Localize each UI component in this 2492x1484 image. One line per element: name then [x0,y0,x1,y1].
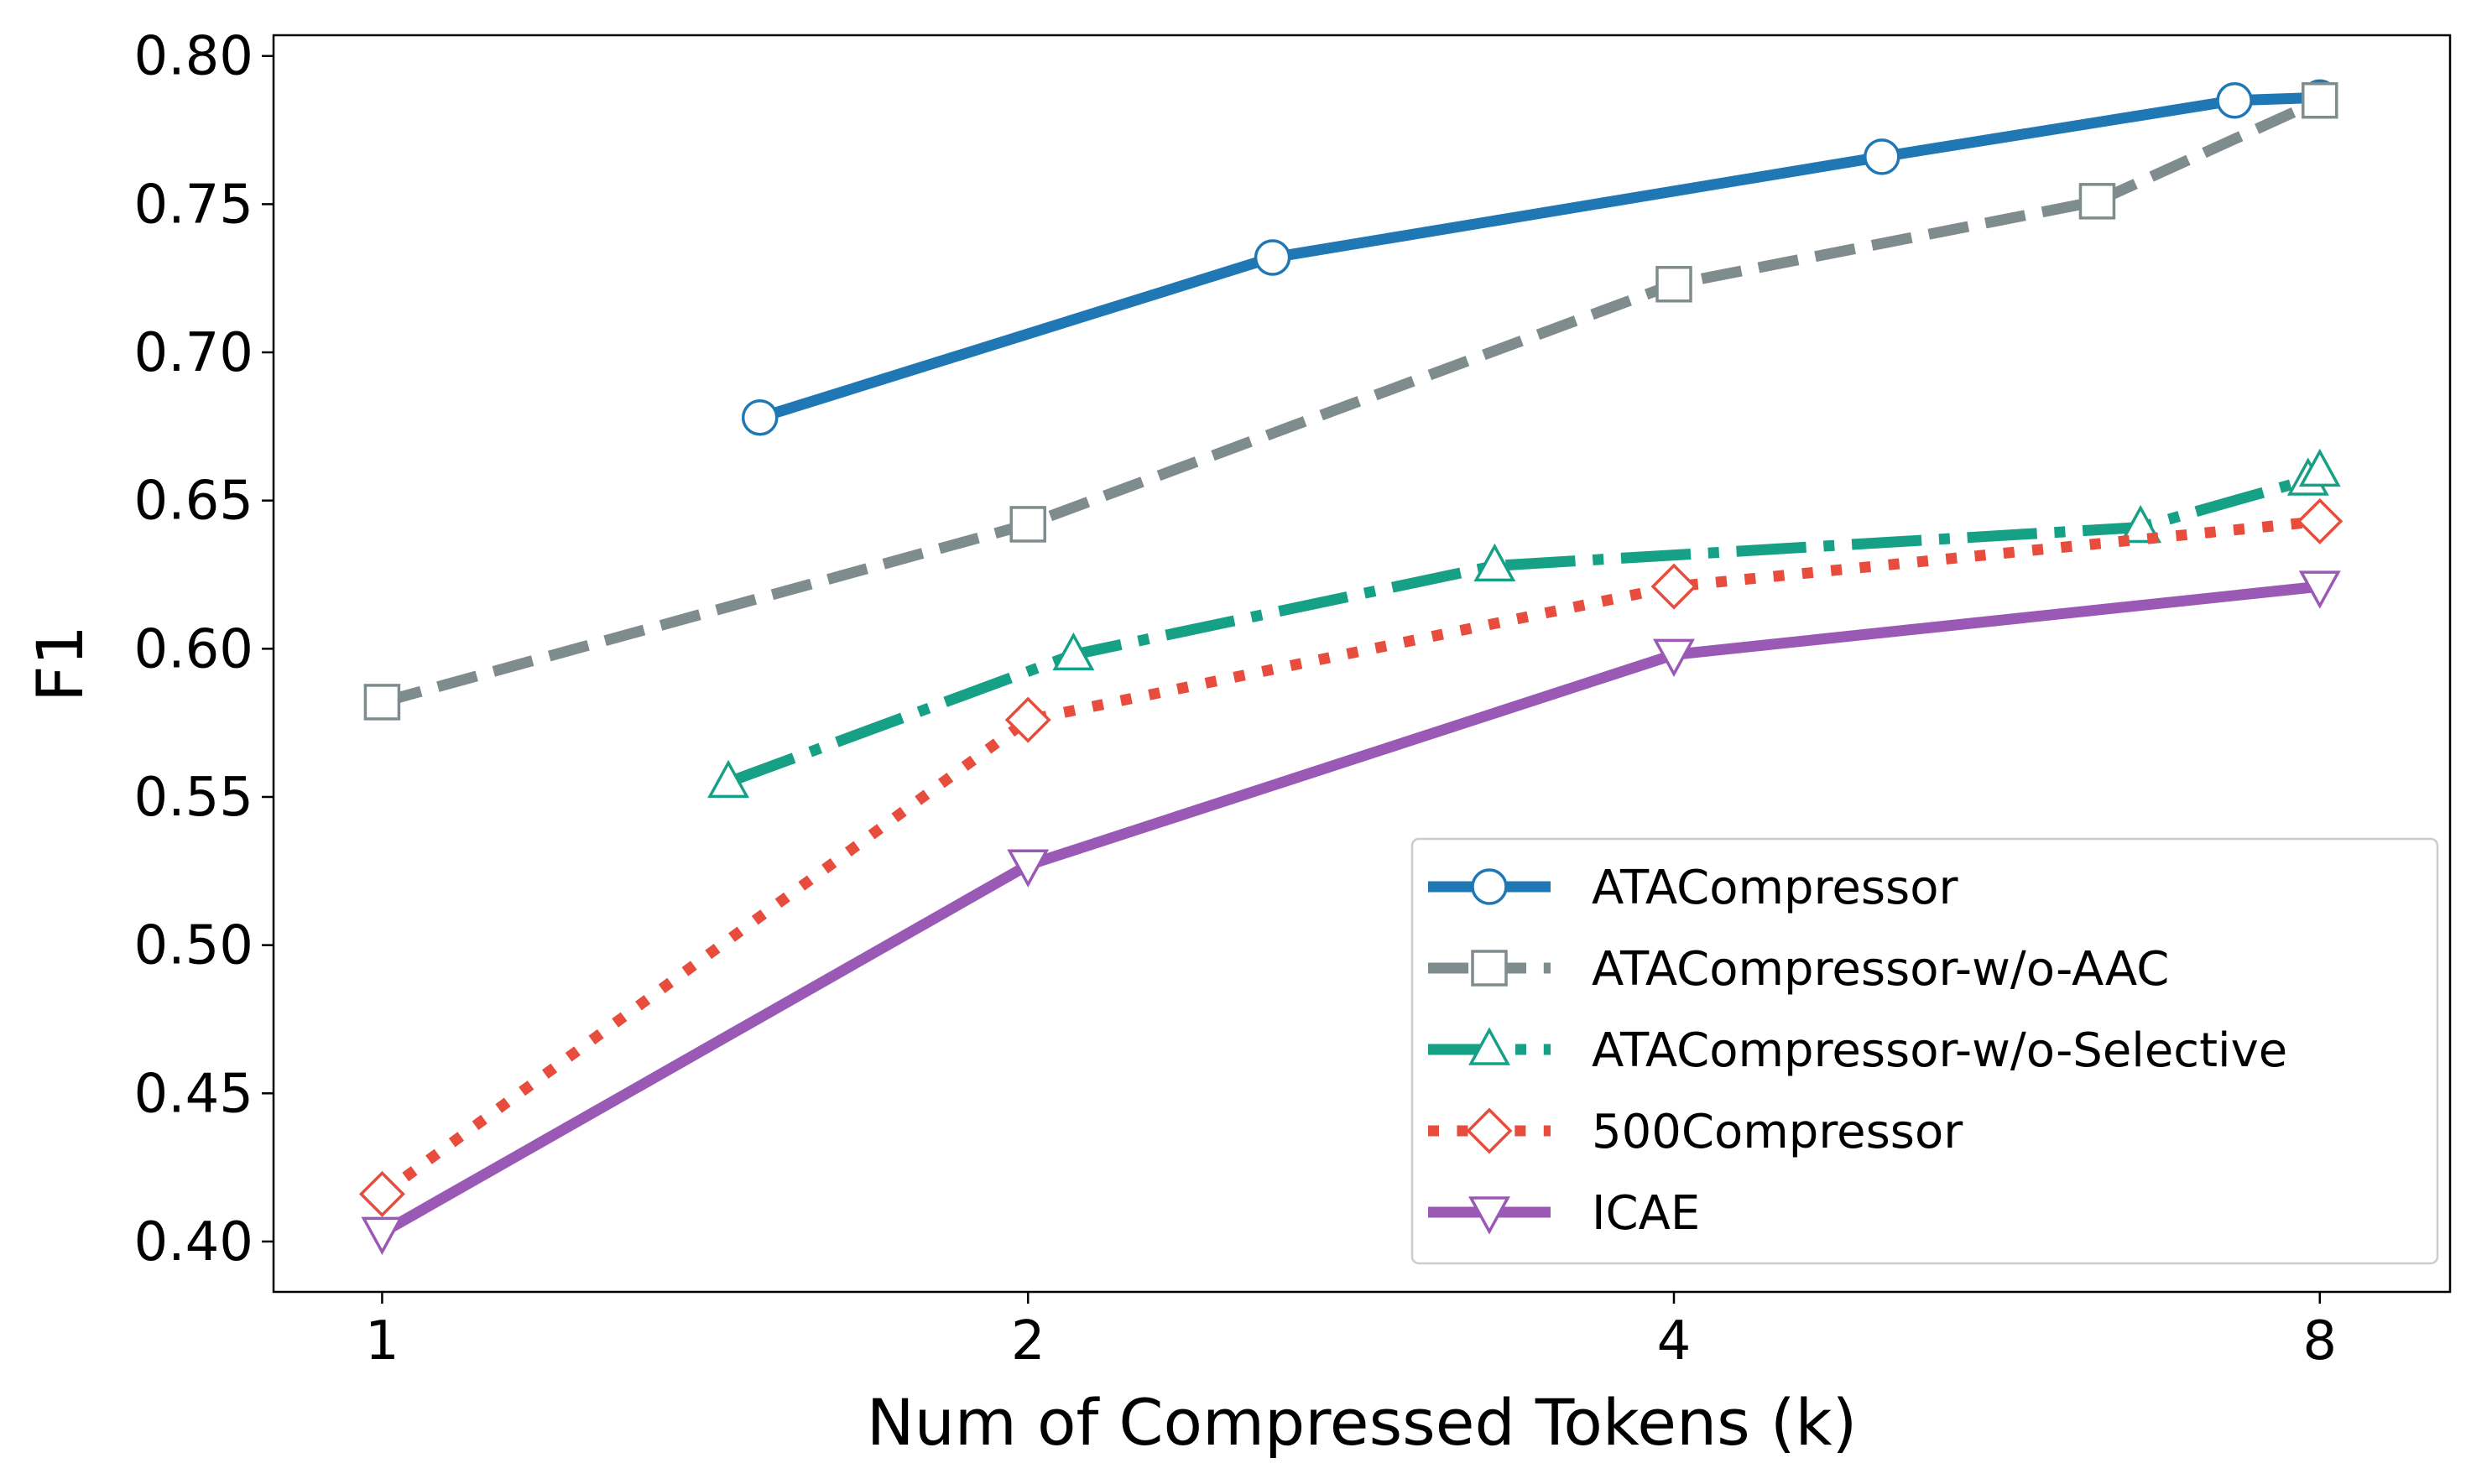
y-tick-label: 0.45 [134,1063,254,1125]
series-line [378,515,2321,1199]
data-point [358,1170,405,1217]
legend-label: ATACompressor [1592,861,1958,915]
legend-marker [1466,1107,1513,1154]
legend-marker [1471,868,1508,905]
x-tick-label: 1 [365,1310,399,1372]
y-tick-label: 0.65 [134,471,254,533]
legend-marker [1468,1196,1510,1235]
legend-marker [1471,950,1508,987]
y-tick-label: 0.55 [134,767,254,829]
y-tick-label: 0.70 [134,322,254,384]
data-point [363,684,401,721]
data-point [1655,266,1692,303]
y-tick-label: 0.75 [134,174,254,236]
data-point [1004,696,1051,743]
series-4 [361,570,2341,1255]
data-point [1650,563,1697,610]
series-line [379,581,2321,1237]
y-tick-label: 0.60 [134,618,254,680]
series-layer [358,79,2343,1255]
legend-label: ICAE [1592,1186,1700,1241]
x-tick-label: 4 [1657,1310,1692,1372]
data-point [707,759,750,799]
data-point [1864,138,1900,175]
data-point [2216,81,2253,119]
legend-frame [1410,837,2439,1265]
data-point [2296,497,2343,544]
data-point [1254,239,1291,276]
legend: ATACompressor ATACompressor-w/o-AAC ATACom… [1410,837,2439,1265]
series-2 [707,448,2341,799]
data-point [361,1216,404,1255]
y-tick-label: 0.80 [134,26,254,88]
data-point [741,399,779,436]
data-point [1007,849,1050,888]
legend-label: 500Compressor [1592,1105,1963,1159]
legend-marker [1468,1027,1510,1065]
x-axis-ticks: 1 2 4 8 [365,1292,2337,1372]
data-point [1052,632,1095,671]
y-axis-ticks: 0.40 0.45 0.50 0.55 0.60 0.65 0.70 0.75 0.80 [134,26,274,1273]
y-axis-label: F1 [23,625,97,702]
legend-label: ATACompressor-w/o-AAC [1592,942,2169,997]
y-tick-label: 0.50 [134,915,254,977]
data-point [2078,183,2116,220]
data-point [2302,81,2338,119]
y-tick-label: 0.40 [134,1211,254,1273]
x-tick-label: 8 [2302,1310,2337,1372]
data-point [1009,506,1046,543]
x-tick-label: 2 [1011,1310,1045,1372]
series-3 [358,497,2343,1217]
legend-label: ATACompressor-w/o-Selective [1592,1023,2287,1078]
data-point [1473,543,1516,582]
data-point [2298,570,2341,609]
data-point [1653,638,1695,678]
x-axis-label: Num of Compressed Tokens (k) [867,1385,1857,1460]
data-point [2298,448,2341,487]
series-1 [363,81,2338,721]
